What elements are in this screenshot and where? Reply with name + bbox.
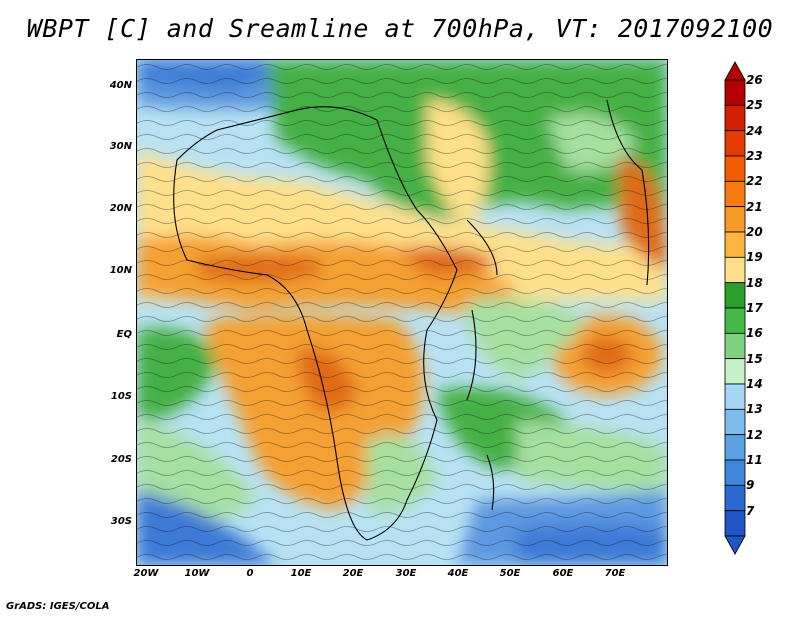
colorbar-level-label: 20: [746, 225, 763, 239]
colorbar-swatch: [724, 206, 746, 233]
chart-title: WBPT [C] and Sreamline at 700hPa, VT: 20…: [26, 14, 774, 43]
colorbar-swatch: [724, 231, 746, 258]
y-tick-20n: 20N: [109, 203, 132, 214]
colorbar-level-label: 15: [746, 351, 763, 366]
colorbar-level-label: 23: [746, 149, 763, 163]
y-tick-20s: 20S: [110, 454, 132, 465]
colorbar-swatch: [724, 358, 746, 385]
x-tick-0: 0: [246, 568, 254, 579]
wbpt-field-map: [137, 60, 667, 565]
x-tick-70e: 70E: [604, 568, 626, 579]
y-tick-30n: 30N: [109, 141, 132, 152]
y-tick-10s: 10S: [110, 391, 132, 402]
colorbar-level-label: 17: [746, 301, 763, 315]
colorbar-swatch: [724, 459, 746, 486]
colorbar-swatch: [724, 282, 746, 309]
colorbar-level-label: 25: [746, 98, 763, 113]
y-tick-30s: 30S: [110, 516, 132, 527]
colorbar-level-label: 16: [746, 326, 763, 341]
x-tick-50e: 50E: [499, 568, 521, 579]
colorbar-swatch: [724, 256, 746, 284]
colorbar-swatch: [724, 155, 746, 182]
x-tick-30e: 30E: [395, 568, 417, 579]
x-tick-40e: 40E: [447, 568, 469, 579]
colorbar-swatch: [724, 307, 746, 334]
coastlines: [173, 99, 650, 541]
colorbar-top-arrow: [724, 61, 746, 81]
colorbar: [724, 61, 746, 555]
streamlines: [137, 60, 667, 565]
colorbar-level-label: 13: [746, 402, 763, 417]
footer-credit: GrADS: IGES/COLA: [6, 601, 110, 612]
colorbar-level-label: 18: [746, 275, 763, 290]
y-tick-10n: 10N: [109, 265, 132, 276]
colorbar-level-label: 22: [746, 174, 763, 189]
colorbar-swatch: [724, 383, 746, 410]
colorbar-level-label: 9: [746, 478, 755, 493]
colorbar-level-label: 21: [746, 199, 763, 214]
y-tick-eq: EQ: [116, 329, 132, 340]
colorbar-swatch: [724, 180, 746, 208]
colorbar-bottom-arrow: [724, 535, 746, 555]
colorbar-level-label: 19: [746, 250, 763, 265]
colorbar-level-label: 11: [746, 453, 763, 467]
x-tick-20w: 20W: [133, 568, 159, 579]
colorbar-level-label: 7: [746, 503, 755, 518]
colorbar-level-label: 12: [746, 427, 763, 442]
y-tick-40n: 40N: [109, 80, 132, 91]
colorbar-level-label: 24: [746, 123, 763, 138]
x-tick-10e: 10E: [290, 568, 312, 579]
map-panel: [136, 59, 668, 566]
colorbar-swatch: [724, 510, 746, 537]
colorbar-swatch: [724, 130, 746, 157]
x-tick-10w: 10W: [184, 568, 210, 579]
colorbar-swatch: [724, 79, 746, 106]
colorbar-swatch: [724, 434, 746, 461]
colorbar-swatch: [724, 104, 746, 132]
colorbar-swatch: [724, 484, 746, 512]
colorbar-swatch: [724, 408, 746, 436]
x-tick-20e: 20E: [342, 568, 364, 579]
colorbar-swatch: [724, 332, 746, 360]
x-tick-60e: 60E: [552, 568, 574, 579]
colorbar-level-label: 14: [746, 377, 763, 391]
colorbar-level-label: 26: [746, 73, 763, 87]
